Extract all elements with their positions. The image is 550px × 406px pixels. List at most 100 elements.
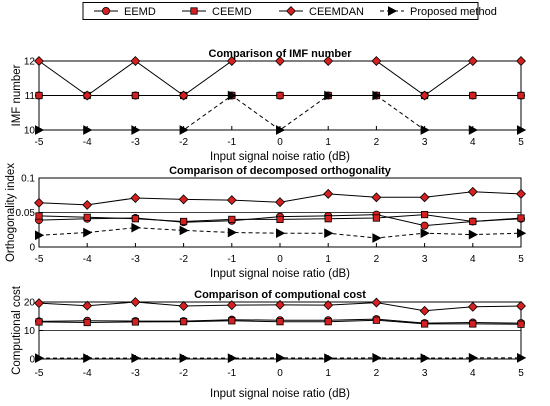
data-point [35, 353, 45, 364]
y-tick-label: 0 [29, 243, 35, 254]
data-point [130, 56, 141, 66]
data-point [323, 188, 334, 199]
data-point [275, 56, 285, 66]
series-markers [34, 56, 527, 135]
x-tick-label: -3 [131, 254, 140, 265]
x-tick-label: -1 [227, 368, 236, 379]
x-tick-label: 1 [325, 254, 331, 265]
x-tick-label: -1 [227, 254, 236, 265]
x-tick-label: 3 [422, 137, 428, 148]
data-point [468, 352, 479, 363]
data-point [420, 221, 429, 230]
data-point [83, 353, 93, 364]
data-point [179, 217, 188, 226]
legend-item: Proposed method [380, 6, 497, 18]
data-point [227, 353, 238, 364]
data-point [371, 297, 382, 308]
x-tick-label: -5 [35, 137, 44, 148]
y-axis-label: Computional cost [11, 285, 23, 375]
x-tick-label: 4 [470, 368, 476, 379]
panel-computational-cost: 0 10 20 -5 -4 -3 -2 -1 0 1 2 3 4 5 Comparison of compu… [11, 285, 527, 400]
legend: EEMD CEEMD CEEMDAN Proposed method [82, 2, 497, 20]
data-point [420, 210, 429, 219]
x-tick-label: -1 [227, 137, 236, 148]
data-point [419, 192, 430, 203]
x-tick-label: 2 [374, 368, 380, 379]
data-point [468, 229, 479, 240]
y-tick-label: 10 [24, 126, 36, 137]
y-tick-label: 0.1 [21, 174, 35, 185]
legend-marker [190, 7, 198, 15]
data-point [467, 56, 478, 66]
data-point [323, 300, 334, 311]
data-point [324, 90, 334, 101]
data-point [34, 298, 44, 309]
data-point [34, 197, 44, 208]
data-point [517, 125, 527, 135]
x-tick-label: -4 [83, 368, 92, 379]
data-point [130, 193, 141, 203]
data-point [517, 91, 525, 100]
data-point [517, 320, 525, 328]
data-point [275, 125, 286, 135]
data-point [469, 320, 477, 328]
x-tick-label: -5 [35, 368, 44, 379]
data-point [275, 228, 286, 239]
x-tick-label: 3 [422, 368, 428, 379]
data-point [372, 233, 382, 243]
x-tick-label: -3 [131, 137, 140, 148]
legend-item: EEMD [94, 6, 156, 18]
data-point [178, 90, 189, 101]
data-point [323, 56, 334, 66]
legend-label: Proposed method [410, 6, 497, 18]
data-point [178, 194, 189, 205]
data-point [228, 317, 236, 325]
x-tick-label: -2 [179, 254, 188, 265]
x-tick-label: 0 [277, 368, 283, 379]
data-point [179, 225, 189, 236]
x-tick-label: -3 [131, 368, 140, 379]
legend-marker [286, 6, 296, 16]
data-point [419, 90, 430, 101]
data-point [371, 56, 382, 66]
x-axis-label: Input signal noise ratio (dB) [210, 151, 350, 163]
legend-label: EEMD [124, 6, 156, 18]
series-markers [34, 297, 527, 364]
data-point [516, 56, 526, 66]
data-point [372, 214, 381, 222]
data-point [324, 228, 334, 239]
data-point [179, 353, 189, 364]
data-point [276, 91, 284, 100]
data-point [179, 318, 188, 326]
x-tick-label: 5 [518, 368, 524, 379]
data-point [82, 90, 93, 101]
panel-orthogonality: 0 0.05 0.1 -5 -4 -3 -2 -1 0 1 2 3 4 5 Comparison of de… [5, 163, 527, 280]
legend-item: CEEMD [182, 6, 252, 18]
data-point [35, 230, 45, 241]
data-point [178, 301, 189, 311]
data-point [131, 353, 141, 364]
chart-title: Comparison of IMF number [209, 48, 353, 60]
data-point [467, 186, 478, 197]
data-point [83, 213, 91, 221]
data-point [469, 91, 477, 100]
y-tick-label: 20 [24, 298, 36, 309]
data-point [131, 215, 139, 223]
x-tick-label: -2 [179, 368, 188, 379]
data-point [371, 192, 382, 203]
x-tick-label: 4 [470, 254, 476, 265]
y-tick-label: 0.05 [16, 208, 36, 219]
data-point [516, 301, 526, 311]
data-point [420, 353, 430, 364]
data-point [372, 352, 382, 363]
y-tick-label: 11 [25, 91, 36, 102]
y-axis-label: IMF number [11, 64, 23, 126]
data-point [276, 318, 284, 326]
data-point [131, 318, 139, 326]
data-point [469, 217, 477, 226]
data-point [130, 297, 141, 307]
data-point [517, 228, 527, 239]
chart-title: Comparison of decomposed orthogonality [169, 165, 392, 177]
series-line [39, 94, 521, 131]
